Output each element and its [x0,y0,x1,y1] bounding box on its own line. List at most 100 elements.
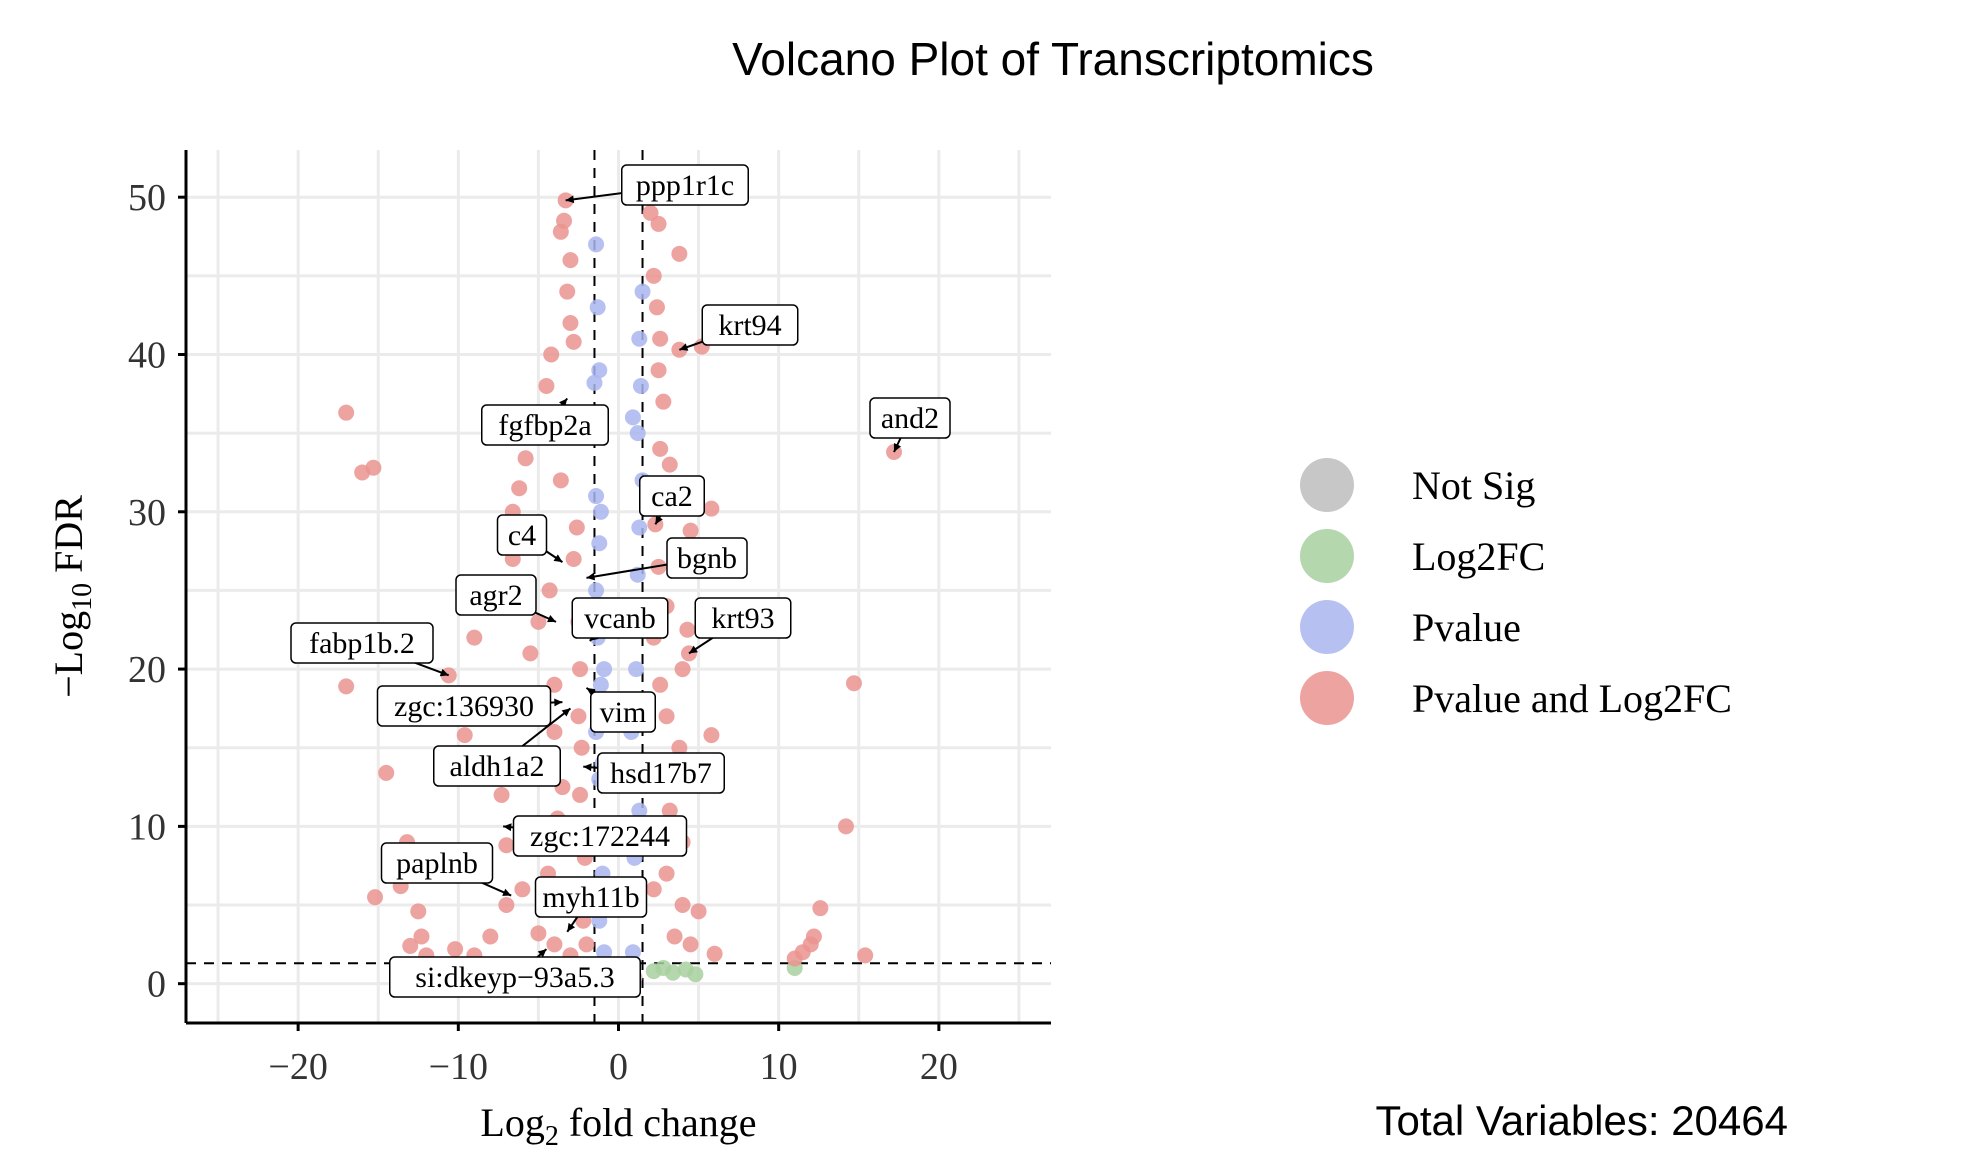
annotation-text: myh11b [542,881,639,914]
data-point [588,236,605,253]
data-point [367,889,384,906]
data-point [682,936,699,953]
annotation-text: aldh1a2 [450,750,545,783]
x-tick-label: 0 [609,1046,628,1088]
data-point [664,964,681,981]
annotation-text: vim [600,696,647,729]
annotation-label: vim [585,687,656,733]
data-point [661,802,678,819]
data-point [591,535,608,552]
annotation-text: agr2 [469,579,522,612]
annotation-arrowhead [586,687,596,696]
data-point [592,676,609,693]
data-point [632,377,649,394]
y-tick-label: 10 [128,806,166,848]
data-point [666,928,683,945]
data-point [661,456,678,473]
annotation-label: si:dkeyp−93a5.3 [389,948,641,998]
annotation-box [376,685,552,727]
y-tick-label: 0 [147,964,166,1006]
annotation-arrowhead [547,615,557,623]
data-point [466,629,483,646]
data-point [565,333,582,350]
data-point [456,727,473,744]
annotation-arrowhead [503,823,512,832]
data-point [837,818,854,835]
annotation-arrowhead [502,888,512,896]
data-point [706,945,723,962]
data-point [338,678,355,695]
annotation-text: fabp1b.2 [309,627,415,660]
data-point [624,409,641,426]
data-point [493,786,510,803]
x-axis-label: Log2 fold change [480,1100,756,1152]
data-point [552,472,569,489]
annotation-text: zgc:136930 [394,690,534,723]
data-point [541,582,558,599]
data-point [857,947,874,964]
annotation-box [481,404,609,446]
annotation-arrowhead [554,698,563,707]
legend-swatch [1300,671,1354,725]
legend-swatch [1300,529,1354,583]
data-point [624,944,641,961]
legend: Not Sig Log2FC Pvalue Pvalue and Log2FC [1300,458,1732,725]
annotation-label: fgfbp2a [481,397,609,446]
annotation-box [389,956,641,998]
data-point [586,374,603,391]
data-point [517,450,534,467]
data-point [674,897,691,914]
data-point [573,739,590,756]
y-axis-label: −Log10 FDR [46,495,98,698]
data-point [559,283,576,300]
data-point [703,500,720,517]
annotation-text: hsd17b7 [610,757,712,790]
annotation-arrowhead [561,708,571,717]
axes: −20 −10 0 10 20 0 10 20 30 40 50 Log2 fold change −L… [46,150,1051,1152]
annotation-text: fgfbp2a [498,409,591,442]
data-point [378,764,395,781]
annotation-text: krt94 [718,309,781,342]
annotation-box [694,597,792,639]
annotation-arrowhead [553,554,563,563]
y-tick-label: 20 [128,649,166,691]
annotation-label: agr2 [455,574,557,623]
data-point [628,661,645,678]
annotation-text: and2 [881,402,939,435]
legend-item: Pvalue [1300,600,1521,654]
annotation-arrowhead [537,949,547,958]
annotation-arrowhead [583,763,592,772]
legend-item: Pvalue and Log2FC [1300,671,1732,725]
data-point [652,330,669,347]
data-point [546,936,563,953]
data-point [365,459,382,476]
annotation-label: myh11b [534,876,648,933]
annotation-label: ppp1r1c [565,164,749,206]
annotation-arrowhead [439,668,449,677]
annotation-text: krt93 [711,602,774,635]
data-point [546,724,563,740]
y-tick-label: 30 [128,492,166,534]
data-point [652,676,669,693]
annotation-box [666,537,748,579]
data-point [552,223,569,240]
annotation-label: paplnb [380,842,512,897]
legend-swatch [1300,600,1354,654]
data-point [631,330,648,347]
annotation-label: hsd17b7 [583,752,725,794]
annotation-label: krt93 [688,597,792,655]
data-point [631,519,648,536]
x-tick-label: 10 [760,1046,798,1088]
data-point [645,267,662,284]
annotation-box [701,304,799,346]
data-point [538,377,555,394]
data-point [642,204,659,221]
data-point [588,582,605,599]
data-point [687,966,704,983]
legend-label: Pvalue [1412,605,1521,650]
data-point [592,503,609,520]
data-point [562,315,579,332]
data-point [338,404,355,421]
data-point [565,550,582,567]
data-point [645,881,662,898]
